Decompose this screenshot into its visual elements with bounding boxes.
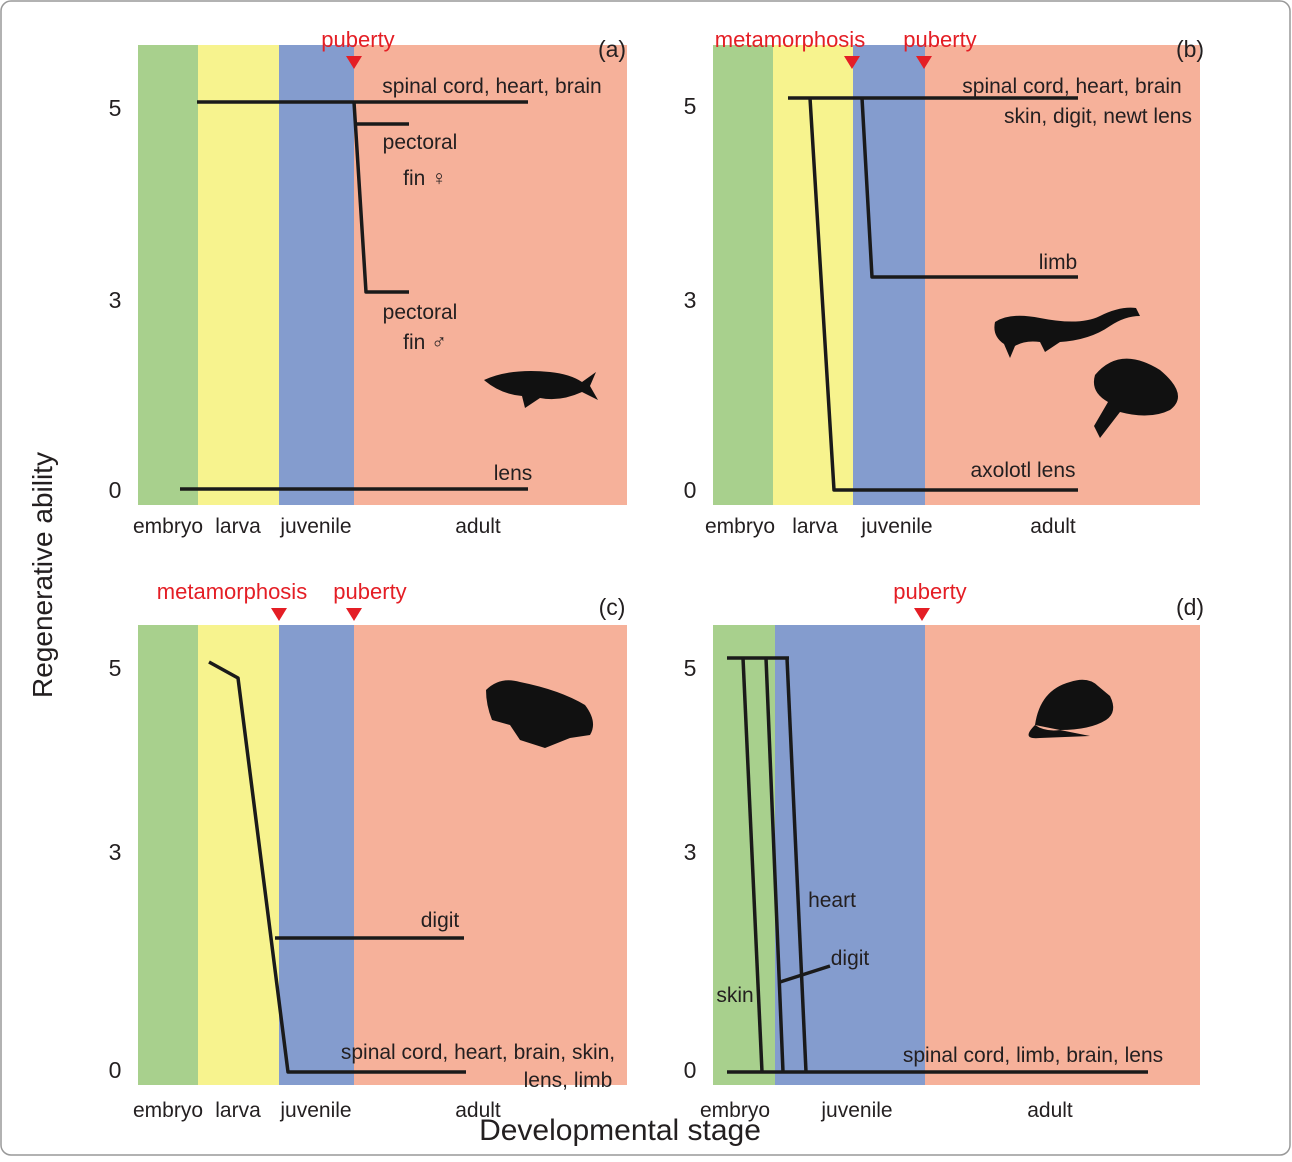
y-tick-label: 0 — [109, 477, 122, 503]
panel-label: (d) — [1176, 594, 1204, 620]
y-tick-label: 3 — [109, 287, 122, 313]
stage-label: adult — [455, 1099, 501, 1122]
stage-band — [138, 45, 198, 505]
stage-label: larva — [215, 1099, 261, 1122]
event-marker — [271, 608, 287, 621]
stage-label: larva — [215, 515, 261, 538]
stage-band — [138, 625, 198, 1085]
line-label: fin ♂ — [403, 331, 447, 354]
stage-label: adult — [1027, 1099, 1073, 1122]
stage-band — [773, 45, 853, 505]
stage-label: juvenile — [820, 1099, 892, 1122]
line-label: spinal cord, limb, brain, lens — [903, 1044, 1163, 1067]
stage-label: adult — [455, 515, 501, 538]
stage-band — [713, 45, 773, 505]
line-label: axolotl lens — [970, 459, 1075, 482]
line-label: spinal cord, heart, brain — [382, 75, 601, 98]
line-label: skin — [716, 984, 753, 1007]
y-axis-label: Regenerative ability — [27, 452, 58, 698]
y-tick-label: 3 — [109, 839, 122, 865]
y-tick-label: 5 — [109, 95, 122, 121]
line-label: skin, digit, newt lens — [1004, 105, 1192, 128]
event-label: puberty — [321, 27, 394, 52]
y-tick-label: 5 — [109, 655, 122, 681]
y-tick-label: 5 — [684, 93, 697, 119]
line-label: digit — [421, 909, 460, 932]
panel-label: (b) — [1176, 36, 1204, 62]
event-label: metamorphosis — [715, 27, 865, 52]
y-tick-label: 0 — [684, 477, 697, 503]
line-label: fin ♀ — [403, 167, 447, 190]
line-label: limb — [1039, 251, 1078, 274]
stage-band — [198, 45, 279, 505]
stage-band — [279, 45, 354, 505]
y-tick-label: 3 — [684, 839, 697, 865]
line-label: spinal cord, heart, brain — [962, 75, 1181, 98]
figure: Regenerative ability Developmental stage… — [0, 0, 1292, 1157]
stage-band — [354, 45, 627, 505]
stage-band — [279, 625, 354, 1085]
event-label: puberty — [333, 579, 406, 604]
line-label: spinal cord, heart, brain, skin, — [341, 1041, 615, 1064]
stage-label: larva — [792, 515, 838, 538]
stage-label: embryo — [133, 515, 203, 538]
event-marker — [914, 608, 930, 621]
event-marker — [346, 608, 362, 621]
stage-label: juvenile — [860, 515, 932, 538]
stage-label: juvenile — [279, 515, 351, 538]
line-label: pectoral — [383, 301, 458, 324]
stage-label: embryo — [700, 1099, 770, 1122]
panel-label: (a) — [598, 36, 626, 62]
event-label: puberty — [903, 27, 976, 52]
line-label: heart — [808, 889, 856, 912]
panel-label: (c) — [599, 594, 626, 620]
stage-label: embryo — [705, 515, 775, 538]
line-label: pectoral — [383, 131, 458, 154]
event-label: puberty — [893, 579, 966, 604]
line-label: lens, limb — [524, 1069, 613, 1092]
stage-label: adult — [1030, 515, 1076, 538]
y-tick-label: 3 — [684, 287, 697, 313]
y-tick-label: 0 — [109, 1057, 122, 1083]
y-tick-label: 0 — [684, 1057, 697, 1083]
line-label: lens — [494, 462, 533, 485]
stage-label: embryo — [133, 1099, 203, 1122]
stage-label: juvenile — [279, 1099, 351, 1122]
event-label: metamorphosis — [157, 579, 307, 604]
line-label: digit — [831, 947, 870, 970]
y-tick-label: 5 — [684, 655, 697, 681]
